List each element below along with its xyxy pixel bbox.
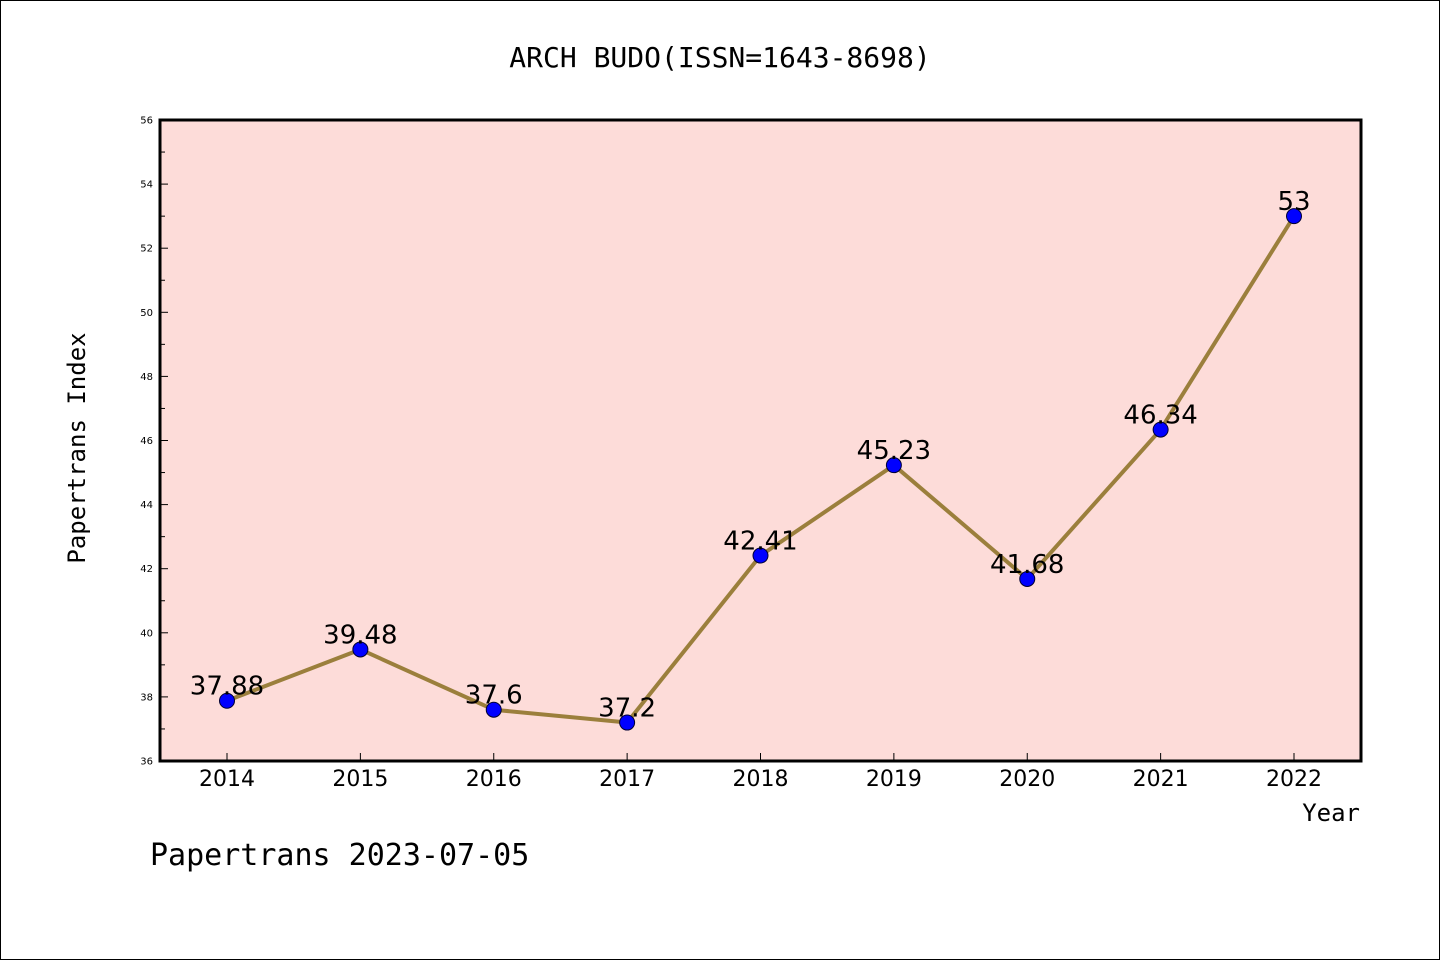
data-point: [219, 692, 235, 709]
data-label: 37.88: [190, 672, 264, 702]
series-group: [219, 208, 1302, 731]
chart-title: ARCH BUDO(ISSN=1643-8698): [509, 41, 930, 74]
x-tick-label: 2017: [599, 767, 655, 792]
data-label: 46.34: [1123, 401, 1197, 431]
y-axis-ticks: 36 38 40 42 44 46 48 50 52 54 56: [140, 116, 168, 768]
data-label: 41.68: [990, 550, 1064, 580]
data-label: 39.48: [323, 620, 397, 650]
data-point: [1286, 208, 1302, 225]
data-label: 37.2: [598, 694, 656, 724]
y-tick-label: 54: [140, 180, 153, 191]
x-tick-label: 2022: [1266, 767, 1322, 792]
y-tick-label: 56: [140, 116, 153, 127]
data-point: [1019, 570, 1036, 587]
data-point: [885, 457, 902, 474]
data-label: 45.23: [857, 436, 931, 466]
y-tick-label: 48: [140, 372, 153, 383]
plot-area: [158, 118, 1363, 763]
x-tick-label: 2015: [332, 767, 388, 792]
data-point: [352, 641, 369, 658]
x-tick-label: 2021: [1133, 767, 1189, 792]
x-axis-label: Year: [1302, 799, 1360, 827]
x-tick-label: 2018: [733, 767, 789, 792]
y-axis-label: Papertrans Index: [63, 332, 91, 563]
data-point: [752, 547, 769, 564]
y-tick-label: 38: [140, 692, 153, 703]
data-label: 53: [1277, 187, 1310, 217]
x-tick-label: 2019: [866, 767, 922, 792]
y-tick-label: 42: [140, 564, 153, 575]
data-labels: 37.88 39.48 37.6 37.2 42.41 45.23 41.68 46.34 53: [190, 187, 1311, 723]
y-tick-label: 36: [140, 757, 153, 768]
data-label: 37.6: [465, 681, 523, 711]
footer-text: Papertrans 2023-07-05: [150, 838, 529, 873]
x-tick-label: 2020: [999, 767, 1055, 792]
y-tick-label: 44: [140, 500, 153, 511]
data-point: [485, 701, 502, 718]
x-axis-ticks: 2014 2015 2016 2017 2018 2019 2020 2021 2022: [199, 753, 1322, 792]
x-tick-label: 2014: [199, 767, 255, 792]
y-tick-label: 46: [140, 436, 153, 447]
data-point: [1152, 421, 1169, 438]
data-point: [619, 714, 636, 731]
y-tick-label: 50: [140, 308, 153, 319]
data-label: 42.41: [723, 527, 797, 557]
y-tick-label: 52: [140, 244, 153, 255]
y-tick-label: 40: [140, 628, 153, 639]
x-tick-label: 2016: [466, 767, 522, 792]
